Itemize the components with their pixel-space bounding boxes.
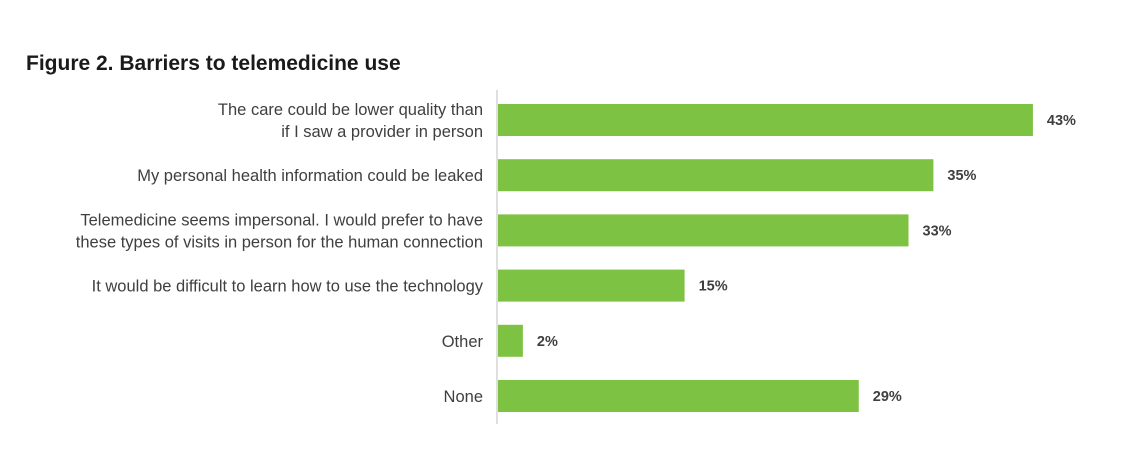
data-label: 2% bbox=[537, 334, 558, 350]
bar bbox=[498, 269, 685, 302]
category-label: if I saw a provider in person bbox=[281, 123, 483, 141]
category-label: None bbox=[444, 388, 483, 406]
data-label: 29% bbox=[873, 389, 902, 405]
category-label: these types of visits in person for the … bbox=[76, 233, 483, 251]
category-label: Telemedicine seems impersonal. I would p… bbox=[80, 211, 483, 229]
bar bbox=[498, 324, 523, 357]
data-label: 35% bbox=[947, 168, 976, 184]
bar bbox=[498, 104, 1033, 136]
category-label: It would be difficult to learn how to us… bbox=[92, 278, 484, 296]
chart-marks: 43% The care could be lower quality than i… bbox=[76, 101, 1076, 412]
data-label: 15% bbox=[699, 279, 728, 295]
data-label: 43% bbox=[1047, 113, 1076, 129]
category-label: My personal health information could be … bbox=[137, 167, 483, 185]
bar bbox=[498, 214, 909, 247]
category-label: The care could be lower quality than bbox=[218, 101, 483, 119]
data-label: 33% bbox=[923, 223, 952, 239]
bar bbox=[498, 159, 934, 192]
chart-title: Figure 2. Barriers to telemedicine use bbox=[26, 52, 401, 75]
category-label: Other bbox=[442, 333, 484, 351]
bar bbox=[498, 380, 859, 412]
